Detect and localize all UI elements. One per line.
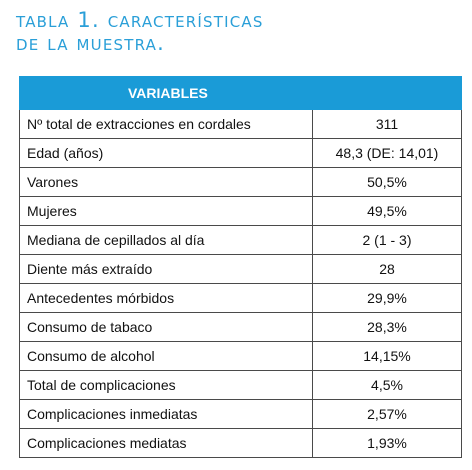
variable-value: 14,15% bbox=[312, 341, 462, 371]
variable-label: Varones bbox=[19, 167, 313, 197]
variable-label: Consumo de tabaco bbox=[19, 312, 313, 342]
variable-label: Edad (años) bbox=[19, 138, 313, 168]
variable-value: 4,5% bbox=[312, 370, 462, 400]
table-row: Mediana de cepillados al día 2 (1 - 3) bbox=[19, 225, 462, 255]
variable-label: Diente más extraído bbox=[19, 254, 313, 284]
variable-label: Mediana de cepillados al día bbox=[19, 225, 313, 255]
variable-label: Mujeres bbox=[19, 196, 313, 226]
table-row: Diente más extraído 28 bbox=[19, 254, 462, 284]
variable-value: 29,9% bbox=[312, 283, 462, 313]
variable-value: 1,93% bbox=[312, 428, 462, 458]
variable-value: 50,5% bbox=[312, 167, 462, 197]
variable-value: 311 bbox=[312, 109, 462, 139]
table-row: Nº total de extracciones en cordales 311 bbox=[19, 109, 462, 139]
variable-label: Antecedentes mórbidos bbox=[19, 283, 313, 313]
table-row: Consumo de alcohol 14,15% bbox=[19, 341, 462, 371]
table-row: Total de complicaciones 4,5% bbox=[19, 370, 462, 400]
variable-value: 2 (1 - 3) bbox=[312, 225, 462, 255]
caption-line-2: de la muestra. bbox=[16, 31, 165, 55]
variable-value: 48,3 (DE: 14,01) bbox=[312, 138, 462, 168]
header-value bbox=[312, 76, 462, 110]
header-variables: VARIABLES bbox=[19, 76, 313, 110]
variable-label: Complicaciones mediatas bbox=[19, 428, 313, 458]
table-row: Antecedentes mórbidos 29,9% bbox=[19, 283, 462, 313]
variable-label: Complicaciones inmediatas bbox=[19, 399, 313, 429]
variable-value: 28 bbox=[312, 254, 462, 284]
table-row: Complicaciones mediatas 1,93% bbox=[19, 428, 462, 458]
table-row: Consumo de tabaco 28,3% bbox=[19, 312, 462, 342]
table-caption: Tabla 1. Características de la muestra. bbox=[16, 9, 456, 55]
table-body: Nº total de extracciones en cordales 311 E… bbox=[19, 109, 462, 458]
table-row: Edad (años) 48,3 (DE: 14,01) bbox=[19, 138, 462, 168]
variable-value: 49,5% bbox=[312, 196, 462, 226]
variable-value: 28,3% bbox=[312, 312, 462, 342]
variable-label: Total de complicaciones bbox=[19, 370, 313, 400]
table-row: Varones 50,5% bbox=[19, 167, 462, 197]
table-row: Mujeres 49,5% bbox=[19, 196, 462, 226]
caption-line-1: Tabla 1. Características bbox=[16, 8, 264, 32]
variable-label: Nº total de extracciones en cordales bbox=[19, 109, 313, 139]
table-row: Complicaciones inmediatas 2,57% bbox=[19, 399, 462, 429]
variable-value: 2,57% bbox=[312, 399, 462, 429]
table-header-row: VARIABLES bbox=[19, 76, 462, 110]
characteristics-table: VARIABLES Nº total de extracciones en co… bbox=[19, 76, 462, 458]
variable-label: Consumo de alcohol bbox=[19, 341, 313, 371]
